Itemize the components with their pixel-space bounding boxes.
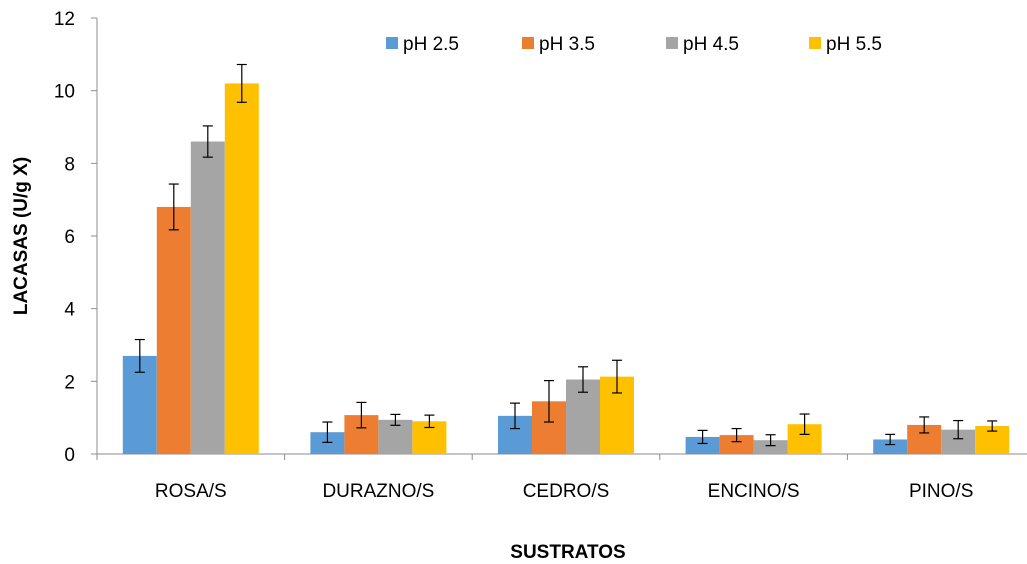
legend: pH 2.5 pH 3.5 pH 4.5 pH 5.5 xyxy=(386,34,882,55)
y-tick-label: 4 xyxy=(64,300,75,321)
axis-labels: 0 2 4 6 8 10 12 ROSA/S DURAZNO/S CEDRO/S ENCINO/S P… xyxy=(54,9,974,502)
legend-swatch xyxy=(522,37,534,49)
bar xyxy=(224,83,259,455)
bar xyxy=(873,439,908,454)
x-tick-label: PINO/S xyxy=(909,481,973,502)
legend-label: pH 3.5 xyxy=(539,34,595,55)
legend-swatch xyxy=(386,37,398,49)
legend-label: pH 4.5 xyxy=(683,34,739,55)
bar xyxy=(190,141,225,455)
legend-label: pH 2.5 xyxy=(403,34,459,55)
legend-swatch xyxy=(666,37,678,49)
x-tick-label: ROSA/S xyxy=(155,481,227,502)
bar xyxy=(719,435,754,454)
bar xyxy=(156,206,191,454)
y-tick-label: 0 xyxy=(64,445,75,466)
x-tick-label: ENCINO/S xyxy=(708,481,800,502)
y-tick-label: 2 xyxy=(64,372,75,393)
x-axis-title: SUSTRATOS xyxy=(510,542,625,563)
y-tick-label: 8 xyxy=(64,154,75,175)
y-tick-label: 6 xyxy=(64,227,75,248)
legend-label: pH 5.5 xyxy=(826,34,882,55)
bar xyxy=(685,436,720,454)
y-tick-label: 12 xyxy=(54,9,75,30)
bars xyxy=(122,83,1010,455)
x-tick-label: DURAZNO/S xyxy=(322,481,434,502)
x-tick-label: CEDRO/S xyxy=(523,481,610,502)
y-tick-label: 10 xyxy=(54,82,75,103)
bar xyxy=(753,440,788,454)
error-bars xyxy=(134,63,998,447)
y-axis-title: LACASAS (U/g X) xyxy=(11,157,32,315)
bar xyxy=(310,432,345,454)
legend-swatch xyxy=(809,37,821,49)
